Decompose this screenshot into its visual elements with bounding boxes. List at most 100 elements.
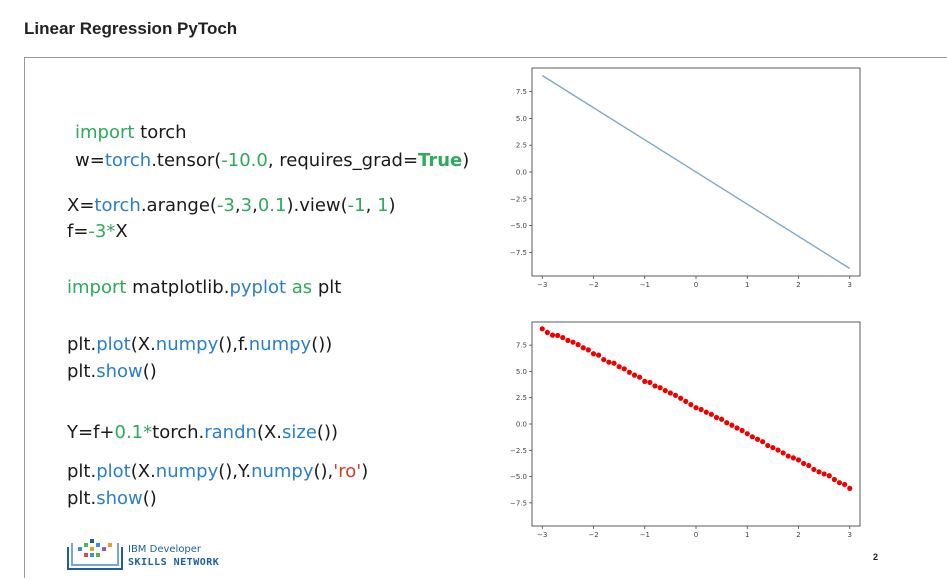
- data-point: [606, 359, 612, 365]
- y-tick-label: −5.0: [510, 473, 527, 481]
- code-token: show: [96, 488, 143, 509]
- code-line-5: import matplotlib.pyplot as plt: [67, 277, 341, 298]
- code-token: -1: [347, 195, 366, 216]
- data-point: [652, 383, 658, 389]
- data-point: [601, 357, 607, 363]
- code-token: plot: [96, 334, 131, 355]
- x-tick-label: 1: [745, 281, 749, 289]
- data-point: [765, 442, 771, 449]
- series-line: [541, 74, 851, 270]
- code-token: plt: [312, 277, 342, 298]
- code-token: .tensor(: [151, 150, 222, 171]
- skills-network-logo-icon: [67, 539, 123, 570]
- x-tick-label: 3: [848, 531, 852, 539]
- code-line-8: Y=f+0.1*torch.randn(X.size()): [67, 422, 338, 443]
- logo-line-2: SKILLS NETWORK: [128, 557, 220, 568]
- data-point: [585, 347, 591, 353]
- data-point: [647, 379, 653, 386]
- data-point: [816, 469, 822, 475]
- data-point: [790, 455, 796, 461]
- data-point: [575, 342, 581, 348]
- y-tick-label: 5.0: [516, 115, 527, 123]
- data-point: [565, 337, 571, 344]
- data-point: [693, 405, 699, 411]
- data-point: [667, 390, 673, 396]
- data-point: [811, 466, 817, 473]
- code-token: import: [75, 122, 135, 143]
- plot-area: [531, 321, 861, 527]
- data-point: [637, 374, 643, 380]
- x-tick-label: 0: [694, 531, 698, 539]
- scatter-chart: −3 −2 −1 0 1 2 3 7.5 5.0 2.5 0.0 −2.5 −5.0 −7.5: [500, 320, 870, 550]
- data-point: [596, 352, 602, 358]
- code-line-3: X=torch.arange(-3,3,0.1).view(-1, 1): [67, 195, 396, 216]
- code-line-9: plt.plot(X.numpy(),Y.numpy(),'ro'): [67, 461, 368, 482]
- code-token: plot: [96, 461, 131, 482]
- code-token: (): [142, 361, 157, 382]
- data-point: [678, 395, 684, 401]
- data-point: [780, 450, 786, 456]
- y-tick-label: −5.0: [510, 222, 527, 230]
- data-point: [544, 329, 550, 336]
- data-point: [616, 364, 622, 370]
- data-point: [662, 387, 668, 394]
- code-token: ()): [311, 334, 333, 355]
- code-token: numpy: [251, 461, 314, 482]
- data-point: [708, 411, 714, 417]
- code-token: (),f.: [218, 334, 249, 355]
- code-line-1: import torch: [75, 122, 187, 143]
- data-point: [801, 460, 807, 467]
- code-token: plt.: [67, 334, 97, 355]
- code-token: -3*: [88, 221, 116, 242]
- code-token: torch.: [152, 422, 205, 443]
- code-token: show: [96, 361, 143, 382]
- data-point: [785, 453, 791, 459]
- data-point: [642, 378, 648, 385]
- code-line-7: plt.show(): [67, 361, 157, 382]
- x-tick-label: −3: [537, 281, 547, 289]
- y-tick-label: −2.5: [510, 447, 527, 455]
- code-token: matplotlib.: [126, 277, 230, 298]
- code-line-4: f=-3*X: [67, 221, 128, 242]
- code-token: ): [361, 461, 369, 482]
- code-token: ()): [316, 422, 338, 443]
- code-token: torch: [104, 150, 152, 171]
- data-point: [724, 420, 730, 426]
- x-tick-label: −2: [588, 531, 598, 539]
- code-token: 1: [377, 195, 389, 216]
- data-point: [580, 345, 586, 351]
- code-token: True: [418, 150, 463, 171]
- code-token: size: [282, 422, 317, 443]
- code-token: (),: [313, 461, 334, 482]
- code-token: 'ro': [333, 461, 362, 482]
- data-point: [621, 366, 627, 372]
- data-point: [626, 369, 632, 375]
- x-tick-label: −3: [537, 531, 547, 539]
- data-point: [611, 360, 617, 366]
- data-point: [688, 401, 694, 408]
- y-tick-label: 0.0: [516, 169, 527, 177]
- code-token: 3: [240, 195, 253, 216]
- x-tick-label: −2: [588, 281, 598, 289]
- data-point: [539, 326, 545, 332]
- x-tick-label: 2: [796, 281, 800, 289]
- code-token: numpy: [155, 461, 219, 482]
- y-tick-label: 2.5: [516, 394, 527, 402]
- code-token: as: [286, 277, 313, 298]
- data-point: [847, 485, 853, 491]
- line-chart-svg: −3 −2 −1 0 1 2 3 7.5 5.0 2.5 0.0 −2.5 −5.0 −7.5: [510, 67, 861, 289]
- y-tick-label: −7.5: [510, 499, 527, 507]
- code-token: (),Y.: [218, 461, 252, 482]
- data-point: [657, 385, 663, 391]
- code-token: (X.: [130, 334, 156, 355]
- data-point: [549, 332, 556, 338]
- code-token: , requires_grad=: [267, 150, 419, 171]
- code-token: numpy: [248, 334, 312, 355]
- code-token: X=: [67, 195, 95, 216]
- data-point: [836, 480, 843, 486]
- logo-line-1: IBM Developer: [128, 544, 202, 555]
- x-tick-label: 2: [796, 531, 800, 539]
- data-point: [703, 409, 709, 415]
- data-point: [744, 431, 750, 437]
- data-point: [842, 481, 848, 488]
